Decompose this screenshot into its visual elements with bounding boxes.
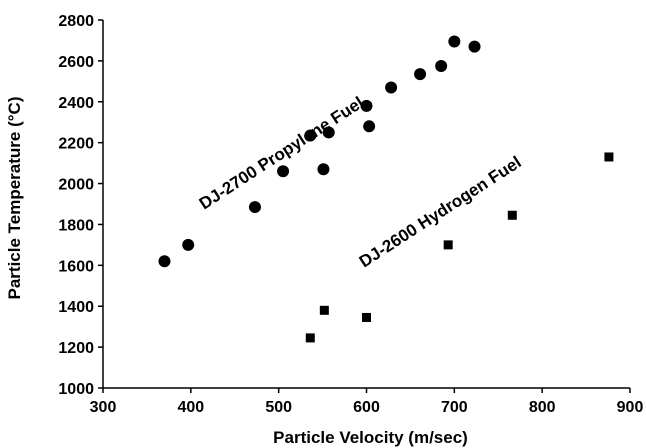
data-point-square xyxy=(305,333,315,343)
y-axis-label: Particle Temperature (°C) xyxy=(5,97,24,300)
x-tick-label: 800 xyxy=(529,399,556,416)
data-point-circle xyxy=(317,163,330,176)
data-point-circle xyxy=(322,126,335,139)
y-axis-ticks: 1000 1200 1400 1600 1800 2000 2200 2400 2600 2800 xyxy=(58,13,103,398)
series-circles xyxy=(158,35,481,268)
y-tick-label: 2000 xyxy=(58,177,94,194)
y-tick-label: 1000 xyxy=(58,381,94,398)
x-tick-label: 700 xyxy=(441,399,468,416)
x-tick-label: 500 xyxy=(265,399,292,416)
y-tick-label: 2400 xyxy=(58,95,94,112)
y-tick-label: 2200 xyxy=(58,136,94,153)
x-tick-label: 400 xyxy=(177,399,204,416)
y-tick-label: 1400 xyxy=(58,299,94,316)
data-point-square xyxy=(319,305,329,315)
x-axis-ticks: 300 400 500 600 700 800 900 xyxy=(90,388,644,416)
x-tick-label: 300 xyxy=(90,399,117,416)
y-tick-label: 2800 xyxy=(58,13,94,30)
data-point-circle xyxy=(360,99,373,112)
data-series xyxy=(158,35,614,343)
data-point-circle xyxy=(363,120,376,133)
x-axis-label: Particle Velocity (m/sec) xyxy=(273,428,468,447)
data-point-circle xyxy=(158,255,171,268)
data-point-square xyxy=(443,240,453,250)
series-annotation-propylene: DJ-2700 Propylene Fuel xyxy=(196,93,367,213)
y-tick-label: 1200 xyxy=(58,340,94,357)
data-point-circle xyxy=(468,40,481,53)
data-point-square xyxy=(362,312,371,322)
data-point-circle xyxy=(304,129,317,142)
data-point-circle xyxy=(435,60,448,72)
data-point-square xyxy=(604,152,614,162)
y-tick-label: 2600 xyxy=(58,54,94,71)
data-point-circle xyxy=(385,81,398,94)
data-point-circle xyxy=(248,201,261,214)
data-point-square xyxy=(507,210,517,220)
data-point-circle xyxy=(414,68,427,81)
axes xyxy=(102,20,630,389)
data-point-circle xyxy=(277,165,290,178)
series-squares xyxy=(305,152,614,343)
x-tick-label: 600 xyxy=(353,399,380,416)
y-tick-label: 1800 xyxy=(58,217,94,234)
y-tick-label: 1600 xyxy=(58,258,94,275)
x-tick-label: 900 xyxy=(617,399,644,416)
data-point-circle xyxy=(448,35,461,48)
series-annotation-hydrogen: DJ-2600 Hydrogen Fuel xyxy=(356,153,525,272)
data-point-circle xyxy=(182,238,195,251)
